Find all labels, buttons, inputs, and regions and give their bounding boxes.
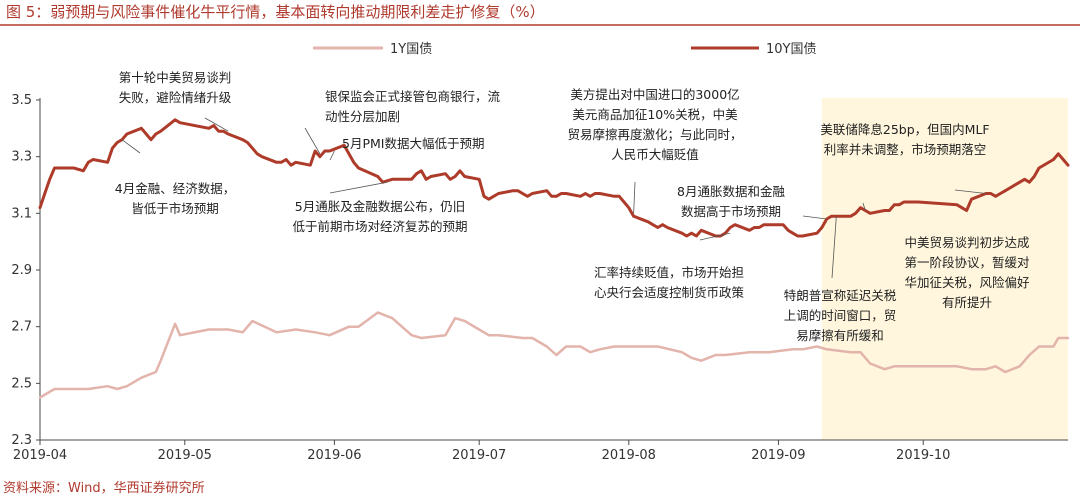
- source-note: 资料来源：Wind，华西证券研究所: [3, 480, 205, 496]
- x-axis: 2019-04 2019-05 2019-06 2019-07 2019-08 2019-…: [13, 439, 1068, 463]
- y-tick-label: 3.3: [11, 150, 32, 165]
- x-tick-label: 2019-04: [13, 448, 67, 463]
- annotation-text: 动性分层加剧: [325, 109, 400, 124]
- annotation-leader: [304, 127, 321, 155]
- annotation-leader: [204, 117, 229, 132]
- series-line-1y: [38, 311, 1070, 399]
- y-tick-label: 2.9: [11, 263, 32, 278]
- annotation-text: 美联储降息25bp，但国内MLF: [820, 122, 989, 137]
- annotation-text: 失败，避险情绪升级: [119, 90, 232, 105]
- x-tick-label: 2019-06: [307, 448, 361, 463]
- annotation-text: 利率并未调整，市场预期落空: [824, 142, 987, 157]
- annotation-text: 8月通胀数据和金融: [677, 184, 785, 199]
- annotation-leader: [802, 215, 827, 220]
- annotation-text: 银保监会正式接管包商银行，流: [325, 89, 501, 104]
- highlight-region: [821, 98, 1068, 440]
- annotation-leader: [699, 232, 731, 241]
- annotation-text: 上调的时间窗口，贸: [784, 308, 897, 323]
- annotation-text: 特朗普宣称延迟关税: [784, 288, 897, 303]
- annotation-text: 低于前期市场对经济复苏的预期: [292, 219, 467, 234]
- annotation-leader: [954, 189, 986, 194]
- y-tick-label: 2.7: [11, 320, 32, 335]
- y-tick-label: 3.1: [11, 206, 32, 221]
- x-tick-label: 2019-07: [452, 448, 506, 463]
- y-tick-label: 2.5: [11, 376, 32, 391]
- series-layer: [38, 118, 1070, 399]
- annotation-leader: [633, 181, 636, 214]
- legend-label-1y: 1Y国债: [390, 42, 432, 57]
- annotation-text: 华加征关税，风险偏好: [904, 275, 1029, 290]
- annotation-text: 5月通胀及金融数据公布，仍旧: [295, 199, 465, 214]
- annotation-leader: [329, 150, 335, 161]
- annotation-text: 心央行会适度控制货币政策: [594, 285, 745, 300]
- annotation-text: 中美贸易谈判初步达成: [904, 235, 1029, 250]
- annotation-text: 人民币大幅贬值: [611, 147, 699, 162]
- figure-title: 图 5：弱预期与风险事件催化牛平行情，基本面转向推动期限利差走扩修复（%）: [6, 3, 545, 21]
- annotation-text: 有所提升: [942, 295, 992, 310]
- annotation-text: 皆低于市场预期: [131, 201, 219, 216]
- annotation-text: 易摩擦有所缓和: [796, 328, 884, 343]
- annotation-text: 美方提出对中国进口的3000亿: [570, 87, 739, 102]
- y-tick-label: 2.3: [11, 433, 32, 448]
- x-tick-label: 2019-09: [751, 448, 805, 463]
- annotation-leader: [121, 139, 141, 154]
- annotation-text: 数据高于市场预期: [681, 204, 781, 219]
- annotation-text: 第十轮中美贸易谈判: [119, 70, 232, 85]
- annotation-text: 汇率持续贬值，市场开始担: [594, 265, 744, 280]
- series-line-10y: [38, 118, 1070, 238]
- y-axis: 2.3 2.5 2.7 2.9 3.1 3.3 3.5: [11, 93, 41, 448]
- y-tick-label: 3.5: [11, 93, 32, 108]
- legend: 1Y国债 10Y国债: [313, 42, 816, 57]
- x-tick-label: 2019-08: [602, 448, 656, 463]
- annotation-leader: [831, 216, 837, 279]
- annotation-text: 贸易摩擦再度激化；与此同时，: [567, 127, 742, 142]
- x-tick-label: 2019-10: [896, 448, 950, 463]
- annotation-leader: [329, 181, 388, 194]
- annotation-text: 美元商品加征10%关税，中美: [572, 107, 737, 122]
- annotation-text: 第一阶段协议，暂缓对: [904, 255, 1029, 270]
- annotation-text: 5月PMI数据大幅低于预期: [342, 136, 484, 151]
- annotation-leader: [862, 202, 866, 211]
- x-tick-label: 2019-05: [158, 448, 212, 463]
- legend-label-10y: 10Y国债: [766, 42, 816, 57]
- annotation-text: 4月金融、经济数据，: [115, 181, 235, 196]
